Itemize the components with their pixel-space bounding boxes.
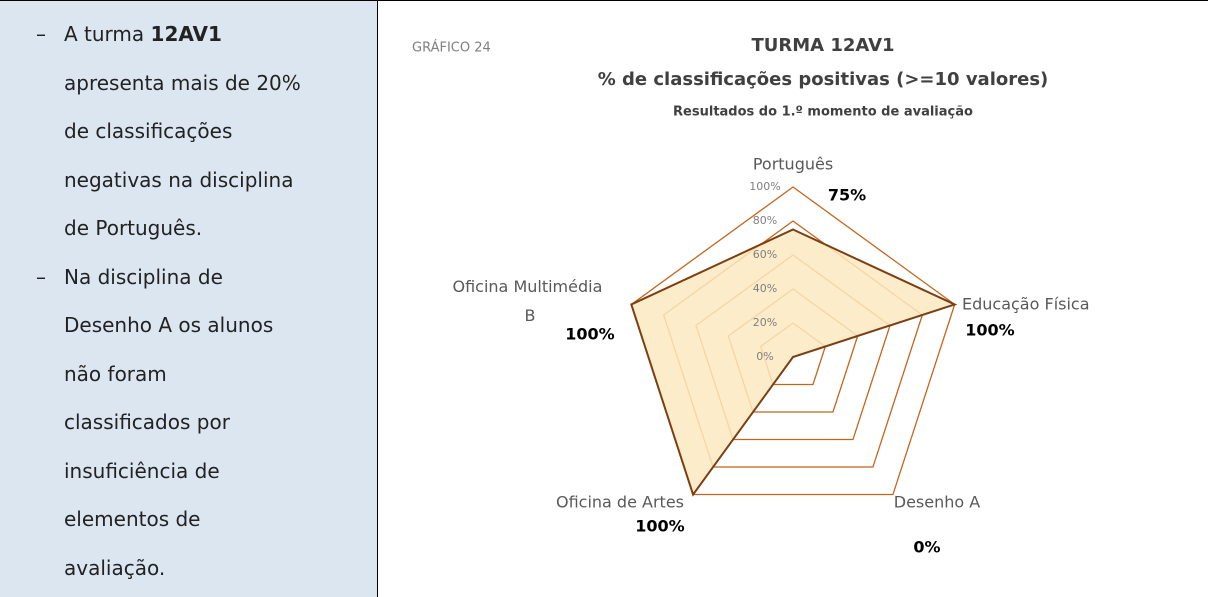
category-label: Educação Física (962, 295, 1090, 314)
tick-label: 80% (753, 214, 777, 227)
category-label: Português (753, 155, 833, 174)
bullet-text: negativas na disciplina (64, 167, 294, 192)
bullet-text: elementos de (64, 507, 201, 531)
bullet-text: avaliação. (64, 555, 166, 580)
bullet-text: Na disciplina de (64, 265, 223, 289)
category-label: Oficina de Artes (556, 493, 684, 512)
bullet-symbol: – (36, 264, 46, 289)
bullet-text: de Português. (64, 216, 203, 240)
chart-label: GRÁFICO 24 (412, 40, 491, 56)
bold-text: 12AV1 (150, 22, 222, 46)
bullet-text: Desenho A os alunos (64, 313, 274, 337)
label-line: B (525, 306, 536, 325)
tick-label: 0% (756, 350, 773, 363)
bullet-text: não foram (64, 361, 167, 386)
chart-title: TURMA 12AV1 (751, 35, 894, 56)
tick-label: 40% (753, 282, 777, 295)
bullet-text: de classificações (64, 119, 233, 143)
data-label: 100% (635, 517, 684, 536)
data-label: 0% (913, 538, 940, 557)
chart-subtitle: Resultados do 1.º momento de avaliação (673, 105, 973, 120)
bullet-text: insuficiência de (64, 458, 220, 483)
bullet-symbol: – (36, 22, 46, 46)
text: Na disciplina de (64, 264, 223, 289)
tick-label: 20% (753, 316, 777, 329)
top-border (0, 0, 1208, 1)
text-column: – A turma 12AV1 apresenta mais de 20% de cl… (0, 0, 378, 597)
text: A turma (64, 22, 145, 46)
radar-area (630, 228, 958, 497)
category-label: Desenho A (894, 493, 981, 512)
data-label: 100% (965, 321, 1014, 340)
chart-subtitle: % de classificações positivas (>=10 valo… (598, 69, 1049, 90)
grid-line (630, 186, 956, 496)
data-label: 75% (828, 186, 866, 205)
label-line: Oficina Multimédia (453, 277, 608, 296)
tick-label: 60% (753, 248, 777, 261)
tick-label: 100% (749, 180, 780, 193)
data-label: 100% (565, 325, 614, 344)
bullet-text: classificados por (64, 410, 230, 434)
category-label: Oficina Multimédia B (453, 277, 608, 325)
bullet-text: apresenta mais de 20% (64, 70, 301, 95)
bullet-text: A turma 12AV1 (64, 22, 222, 46)
